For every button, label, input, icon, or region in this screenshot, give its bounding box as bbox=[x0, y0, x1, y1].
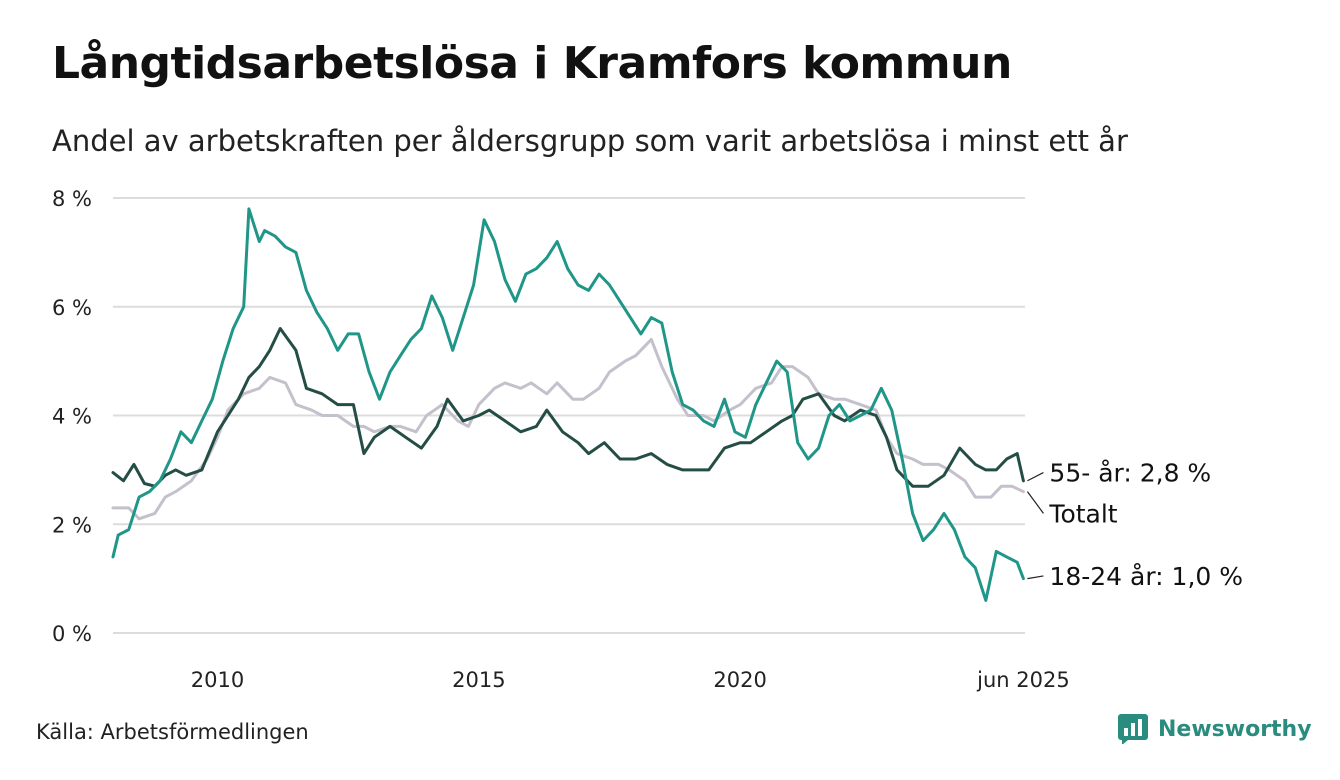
y-tick-label: 2 % bbox=[52, 513, 92, 537]
x-tick-label: 2015 bbox=[452, 668, 505, 692]
series-line-totalt bbox=[111, 337, 1025, 521]
end-label-18-24-r: 18-24 år: 1,0 % bbox=[1049, 562, 1243, 591]
series-line-55-r bbox=[111, 327, 1025, 488]
chart-subtitle: Andel av arbetskraften per åldersgrupp s… bbox=[52, 124, 1128, 158]
chart-title: Långtidsarbetslösa i Kramfors kommun bbox=[52, 38, 1012, 89]
end-label-leader-totalt bbox=[1026, 491, 1044, 514]
end-label-55-r: 55- år: 2,8 % bbox=[1049, 459, 1211, 488]
end-label-totalt: Totalt bbox=[1048, 499, 1117, 528]
y-tick-label: 4 % bbox=[52, 405, 92, 429]
end-label-leader-18-24-r bbox=[1027, 575, 1044, 580]
end-label-leader-55-r bbox=[1027, 472, 1044, 482]
x-tick-label: jun 2025 bbox=[976, 668, 1070, 692]
x-tick-label: 2010 bbox=[191, 668, 244, 692]
line-chart: 0 % 2 % 4 % 6 % 8 % 2010 2015 2020 jun 2025 55- å… bbox=[52, 187, 1243, 692]
x-tick-label: 2020 bbox=[713, 668, 766, 692]
series-line-18-24-r bbox=[111, 207, 1025, 602]
source-note: Källa: Arbetsförmedlingen bbox=[36, 720, 309, 744]
newsworthy-logo-icon bbox=[1118, 714, 1148, 744]
brand-name: Newsworthy bbox=[1158, 716, 1312, 742]
brand-logo: Newsworthy bbox=[1118, 714, 1312, 744]
y-tick-label: 6 % bbox=[52, 296, 92, 320]
y-tick-label: 0 % bbox=[52, 622, 92, 646]
y-tick-label: 8 % bbox=[52, 187, 92, 211]
